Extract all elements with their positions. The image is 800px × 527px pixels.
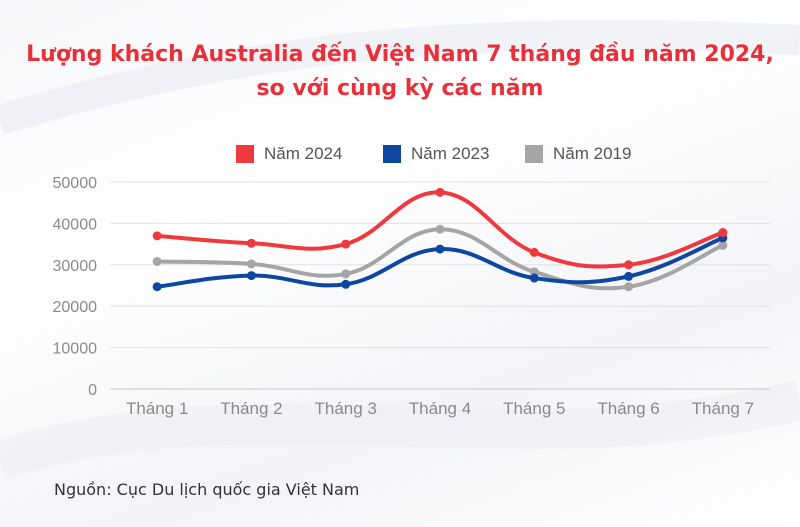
legend-label-2019: Năm 2019 [553,144,632,163]
x-tick-label: Tháng 4 [409,399,471,418]
y-tick-label: 20000 [53,299,98,316]
data-point [718,228,728,238]
data-point [624,260,634,270]
data-point [529,273,539,283]
legend-label-2024: Năm 2024 [264,144,343,163]
source-note: Nguồn: Cục Du lịch quốc gia Việt Nam [54,480,360,499]
data-point [152,231,162,241]
data-point [435,224,445,234]
y-tick-label: 40000 [53,216,98,233]
data-point [435,244,445,254]
x-tick-label: Tháng 2 [220,399,282,418]
x-tick-label: Tháng 5 [503,399,565,418]
data-point [341,239,351,249]
data-point [341,269,351,279]
data-point [152,282,162,292]
data-point [246,271,256,281]
y-tick-label: 0 [88,382,97,399]
data-point [246,259,256,269]
chart-title-line-1: Lượng khách Australia đến Việt Nam 7 thá… [26,42,774,67]
data-point [435,187,445,197]
x-tick-label: Tháng 7 [692,399,754,418]
legend-swatch-2024 [236,145,254,163]
chart-title: Lượng khách Australia đến Việt Nam 7 thá… [0,38,800,106]
series-line-năm-2019 [155,227,725,291]
legend-swatch-2023 [383,145,401,163]
legend-label-2023: Năm 2023 [411,144,490,163]
data-point [529,247,539,257]
legend-item-2023: Năm 2023 [383,144,489,164]
data-point [624,271,634,281]
data-point [624,282,634,292]
data-point [152,256,162,266]
y-tick-label: 30000 [53,258,98,275]
data-point [718,240,728,250]
data-point [529,267,539,277]
chart-title-line-2: so với cùng kỳ các năm [256,76,544,101]
legend-item-2019: Năm 2019 [525,144,631,164]
legend-item-2024: Năm 2024 [236,144,342,164]
data-point [341,279,351,289]
x-tick-label: Tháng 3 [315,399,377,418]
x-tick-label: Tháng 6 [597,399,659,418]
y-tick-label: 10000 [53,341,98,358]
data-point [246,238,256,248]
chart-legend: Năm 2024 Năm 2023 Năm 2019 [0,144,800,168]
y-tick-label: 50000 [53,175,98,192]
x-tick-label: Tháng 1 [126,399,188,418]
legend-swatch-2019 [525,145,543,163]
